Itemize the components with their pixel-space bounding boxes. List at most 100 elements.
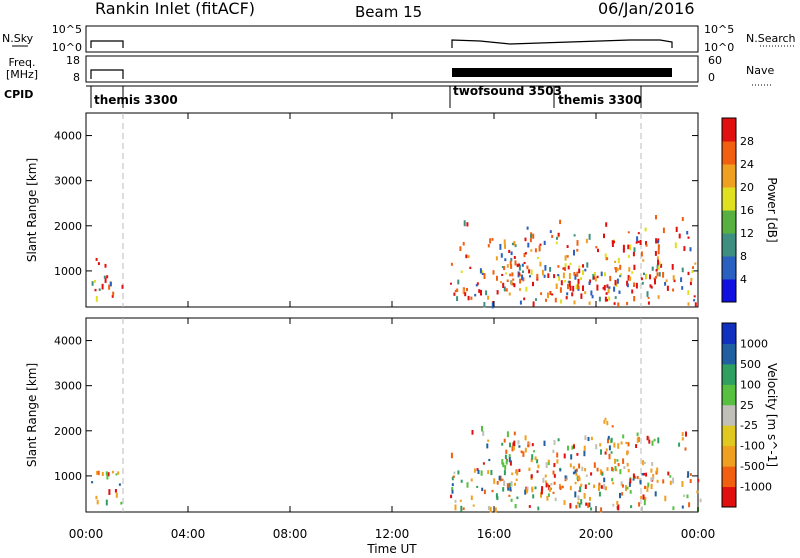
radar-return — [576, 476, 579, 480]
radar-return — [613, 240, 615, 244]
radar-return — [584, 468, 587, 472]
radar-return — [680, 277, 683, 283]
radar-return — [512, 282, 514, 286]
radar-return — [502, 462, 505, 468]
radar-return — [509, 273, 512, 277]
radar-return — [609, 275, 612, 282]
radar-return — [513, 256, 516, 259]
radar-return — [613, 442, 616, 448]
radar-return — [600, 449, 602, 455]
y-tick-label: 1000 — [54, 265, 82, 278]
radar-return — [568, 273, 571, 279]
radar-return — [486, 443, 489, 449]
radar-return — [645, 472, 648, 477]
radar-return — [470, 296, 473, 300]
radar-return — [575, 472, 578, 476]
radar-return — [105, 471, 108, 476]
radar-return — [610, 451, 613, 454]
radar-return — [629, 244, 632, 251]
radar-return — [527, 444, 530, 448]
radar-return — [621, 492, 624, 496]
radar-return — [627, 254, 630, 258]
freq-tick-top: 18 — [66, 54, 80, 67]
x-tick-label: 08:00 — [273, 527, 308, 541]
radar-return — [573, 300, 576, 305]
radar-return — [523, 253, 526, 258]
radar-return — [578, 268, 581, 274]
radar-return — [669, 480, 672, 485]
radar-return — [534, 248, 537, 253]
radar-return — [636, 236, 639, 242]
radar-return — [480, 470, 483, 476]
radar-return — [660, 263, 663, 268]
radar-return — [605, 257, 607, 261]
radar-return — [603, 419, 606, 424]
colorbar-segment — [722, 445, 736, 467]
colorbar-tick-label: 500 — [740, 358, 761, 371]
radar-return — [547, 273, 550, 278]
colorbar-segment — [722, 343, 736, 365]
y-axis-label: Slant Range [km] — [25, 363, 39, 467]
radar-return — [584, 291, 587, 295]
radar-return — [544, 480, 547, 483]
colorbar-segment — [722, 466, 736, 488]
colorbar-frame — [721, 322, 737, 508]
radar-return — [545, 482, 548, 488]
radar-return — [498, 475, 501, 481]
radar-return — [509, 460, 512, 466]
radar-return — [496, 290, 499, 295]
radar-return — [681, 437, 684, 441]
radar-return — [523, 297, 526, 301]
radar-return — [619, 469, 622, 475]
radar-return — [453, 292, 456, 296]
radar-return — [672, 275, 675, 281]
radar-return — [552, 449, 555, 454]
radar-return — [580, 499, 583, 505]
radar-return — [513, 440, 516, 447]
radar-return — [96, 499, 99, 505]
radar-return — [452, 475, 455, 478]
colorbar-tick-label: 16 — [740, 204, 754, 217]
radar-return — [450, 494, 453, 499]
radar-return — [536, 459, 539, 464]
radar-return — [507, 485, 510, 491]
radar-return — [508, 457, 511, 463]
radar-return — [641, 281, 644, 285]
radar-return — [564, 255, 567, 261]
radar-return — [658, 272, 661, 277]
radar-return — [537, 256, 539, 259]
radar-return — [478, 289, 481, 293]
radar-return — [513, 431, 516, 436]
radar-return — [617, 463, 620, 467]
radar-return — [547, 493, 550, 497]
colorbar-tick-label: 28 — [740, 135, 754, 148]
radar-return — [524, 237, 527, 242]
radar-return — [590, 290, 593, 296]
radar-return — [643, 499, 646, 506]
radar-return — [639, 239, 642, 245]
radar-return — [693, 295, 696, 298]
radar-return — [509, 260, 512, 266]
radar-return — [555, 283, 558, 289]
radar-return — [546, 495, 549, 501]
radar-return — [689, 247, 692, 252]
radar-return — [635, 241, 638, 244]
power-panel: Slant Range [km] 1000 2000 3000 4000 4 8 12 16 20… — [25, 112, 779, 309]
radar-return — [519, 278, 522, 284]
radar-return — [91, 481, 94, 484]
radar-return — [573, 234, 576, 237]
radar-return — [605, 292, 608, 295]
colorbar-tick-label: 4 — [740, 273, 747, 286]
radar-return — [651, 440, 654, 446]
radar-return — [643, 472, 645, 476]
radar-return — [450, 282, 452, 285]
radar-return — [627, 244, 630, 250]
radar-return — [657, 259, 659, 265]
radar-return — [559, 485, 562, 490]
radar-return — [643, 461, 646, 464]
radar-return — [552, 470, 555, 475]
radar-return — [559, 467, 562, 470]
radar-return — [524, 489, 527, 495]
radar-return — [619, 264, 622, 270]
